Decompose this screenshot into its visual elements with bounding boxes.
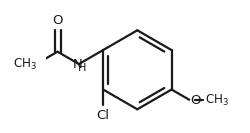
Text: O: O bbox=[52, 14, 63, 27]
Text: N: N bbox=[73, 58, 83, 71]
Text: CH$_3$: CH$_3$ bbox=[205, 93, 229, 108]
Text: Cl: Cl bbox=[97, 109, 110, 122]
Text: CH$_3$: CH$_3$ bbox=[13, 57, 37, 72]
Text: H: H bbox=[78, 63, 86, 73]
Text: O: O bbox=[190, 94, 201, 107]
